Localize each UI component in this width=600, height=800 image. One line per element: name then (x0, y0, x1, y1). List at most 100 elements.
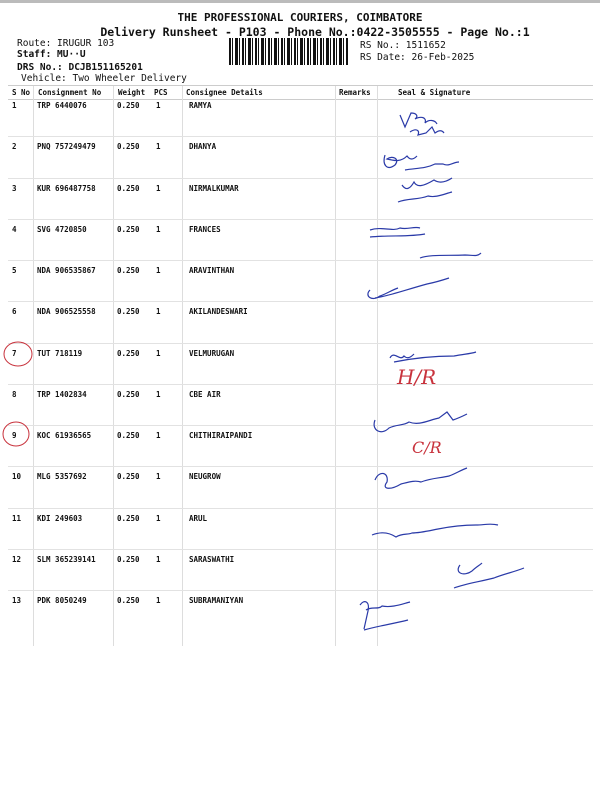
barcode (229, 38, 349, 65)
row-divider (8, 136, 593, 138)
row-weight: 0.250 (117, 307, 140, 317)
col-divider (182, 86, 183, 646)
row-sno: 2 (12, 142, 17, 152)
col-consignee: Consignee Details (186, 88, 263, 97)
row-consignee: SARASWATHI (189, 554, 235, 564)
runsheet-subtitle: Delivery Runsheet - P103 - Phone No.:042… (100, 25, 530, 39)
row-divider (8, 383, 593, 385)
route: Route: IRUGUR 103 (17, 38, 115, 49)
row-weight: 0.250 (117, 472, 140, 482)
row-consignee: DHANYA (189, 142, 217, 152)
red-circle-marks (2, 341, 33, 447)
staff: Staff: MU··U (17, 49, 86, 60)
row-divider (8, 425, 593, 426)
circle-row-7 (3, 341, 33, 367)
signature-2 (383, 154, 460, 171)
row-consignee: CHITHIRAIPANDI (189, 431, 253, 440)
row-divider (8, 507, 593, 509)
row-consignment-no: MLG 5357692 (37, 472, 87, 482)
row-consignment-no: KDI 249603 (37, 513, 83, 523)
row-weight: 0.250 (117, 348, 140, 358)
row-divider (8, 218, 593, 220)
row-pcs: 1 (156, 307, 161, 317)
row-consignment-no: SLM 365239141 (37, 554, 96, 564)
signature-3 (397, 177, 453, 203)
row-divider (8, 548, 593, 550)
row-consignment-no: KUR 696487758 (37, 183, 96, 193)
row-divider (8, 260, 593, 261)
row-consignee: VELMURUGAN (189, 348, 235, 358)
row-pcs: 1 (156, 224, 161, 234)
signature-4 (369, 226, 482, 259)
row-consignment-no: PNQ 757249479 (37, 142, 96, 152)
divider (8, 85, 593, 86)
row-weight: 0.250 (117, 596, 140, 605)
row-weight: 0.250 (117, 101, 140, 110)
row-sno: 11 (12, 513, 22, 523)
row-sno: 1 (12, 101, 17, 110)
rs-no: RS No.: 1511652 (360, 40, 446, 51)
row-sno: 7 (12, 348, 17, 358)
row-consignment-no: KOC 61936565 (37, 431, 92, 440)
row-consignee: FRANCES (189, 224, 221, 234)
row-sno: 6 (12, 307, 17, 317)
col-seal-signature: Seal & Signature (398, 88, 471, 97)
circle-row-9 (2, 421, 30, 447)
row-sno: 12 (12, 554, 22, 564)
row-consignee: RAMYA (189, 101, 212, 110)
col-consignment: Consignment No (38, 88, 102, 97)
row-consignee: SUBRAMANIYAN (189, 596, 244, 605)
row-sno: 3 (12, 183, 17, 193)
row-pcs: 1 (156, 431, 161, 440)
col-weight: Weight (118, 88, 146, 97)
row-consignee: NEUGROW (189, 472, 221, 482)
col-pcs: PCS (154, 88, 168, 97)
row-pcs: 1 (156, 266, 161, 275)
company-title: THE PROFESSIONAL COURIERS, COIMBATORE (177, 11, 423, 24)
signature-7 (373, 411, 468, 433)
col-sno: S No (12, 88, 31, 97)
row-pcs: 1 (156, 596, 161, 605)
row-consignment-no: TRP 1402834 (37, 389, 87, 399)
row-consignment-no: TRP 6440076 (37, 101, 87, 110)
remark-row-7: H/R (397, 365, 437, 389)
row-weight: 0.250 (117, 224, 140, 234)
drs-no: DRS No.: DCJB151165201 (17, 62, 143, 73)
row-pcs: 1 (156, 183, 161, 193)
signature-11 (359, 601, 411, 631)
signature-8 (374, 467, 468, 489)
col-divider (335, 86, 336, 646)
signature-6 (389, 351, 477, 363)
col-remarks: Remarks (339, 88, 371, 97)
row-divider (8, 301, 593, 303)
rs-date: RS Date: 26-Feb-2025 (360, 52, 475, 63)
col-divider (113, 86, 114, 646)
row-divider (8, 342, 593, 344)
row-pcs: 1 (156, 554, 161, 564)
row-consignment-no: SVG 4720850 (37, 224, 87, 234)
row-weight: 0.250 (117, 513, 140, 523)
row-consignee: NIRMALKUMAR (189, 183, 239, 193)
row-divider (8, 177, 593, 179)
row-consignee: CBE AIR (189, 389, 221, 399)
row-consignment-no: PDK 8050249 (37, 596, 87, 605)
row-weight: 0.250 (117, 142, 140, 152)
col-divider (33, 86, 34, 646)
row-sno: 13 (12, 596, 22, 605)
col-divider (377, 86, 378, 646)
row-consignee: ARAVINTHAN (189, 266, 235, 275)
row-sno: 4 (12, 224, 17, 234)
signature-1 (399, 112, 445, 136)
signature-9 (371, 523, 499, 538)
row-weight: 0.250 (117, 431, 140, 440)
row-sno: 10 (12, 472, 22, 482)
row-pcs: 1 (156, 348, 161, 358)
row-pcs: 1 (156, 101, 161, 110)
row-pcs: 1 (156, 389, 161, 399)
vehicle: Vehicle: Two Wheeler Delivery (21, 73, 187, 84)
row-consignee: ARUL (189, 513, 208, 523)
row-consignment-no: NDA 906535867 (37, 266, 96, 275)
row-divider (8, 466, 593, 468)
row-consignment-no: NDA 906525558 (37, 307, 96, 317)
row-pcs: 1 (156, 513, 161, 523)
